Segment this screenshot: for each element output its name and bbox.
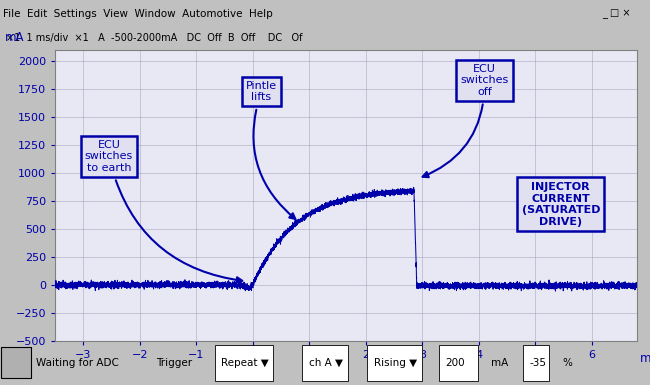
Y-axis label: mA: mA [5, 31, 24, 44]
Text: Waiting for ADC: Waiting for ADC [36, 358, 118, 368]
Bar [367, 345, 422, 380]
Bar [439, 345, 478, 380]
Text: Trigger: Trigger [156, 358, 192, 368]
Text: -35: -35 [530, 358, 547, 368]
Text: ECU
switches
off: ECU switches off [422, 64, 509, 177]
Text: INJECTOR
CURRENT
(SATURATED
DRIVE): INJECTOR CURRENT (SATURATED DRIVE) [521, 182, 600, 227]
Text: File  Edit  Settings  View  Window  Automotive  Help: File Edit Settings View Window Automotiv… [3, 9, 273, 19]
Bar [1, 347, 31, 378]
Text: mA: mA [491, 358, 508, 368]
Text: ECU
switches
to earth: ECU switches to earth [84, 140, 242, 283]
Text: Repeat ▼: Repeat ▼ [221, 358, 268, 368]
Bar [523, 345, 549, 380]
Text: _ □ ×: _ □ × [602, 9, 630, 19]
Bar [214, 345, 273, 380]
Text: 200: 200 [445, 358, 465, 368]
Text: Rising ▼: Rising ▼ [374, 358, 417, 368]
Text: Pintle
lifts: Pintle lifts [246, 80, 295, 219]
Text: ×1  1 ms/div  ×1   A  -500-2000mA   DC  Off  B  Off    DC   Of: ×1 1 ms/div ×1 A -500-2000mA DC Off B Of… [6, 33, 303, 42]
Text: %: % [562, 358, 572, 368]
Bar [302, 345, 348, 380]
Text: ch A ▼: ch A ▼ [309, 358, 343, 368]
X-axis label: ms: ms [640, 352, 650, 365]
